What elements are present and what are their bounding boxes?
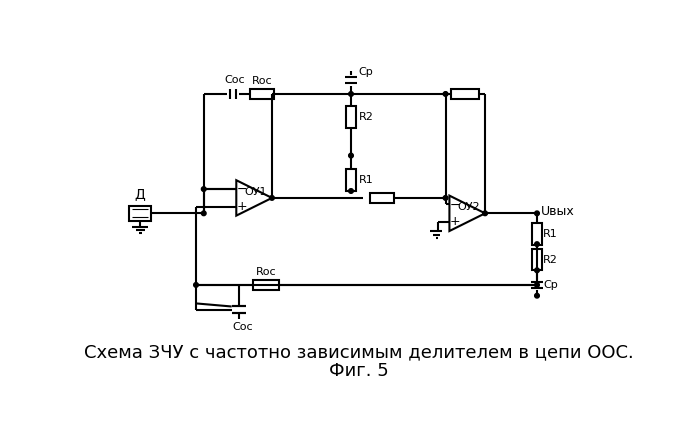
Bar xyxy=(346,106,356,128)
Circle shape xyxy=(443,196,448,200)
Text: −: − xyxy=(237,183,247,196)
Text: Схема ЗЧУ с частотно зависимым делителем в цепи ООС.: Схема ЗЧУ с частотно зависимым делителем… xyxy=(84,343,634,361)
Circle shape xyxy=(349,153,354,158)
Circle shape xyxy=(535,242,539,246)
Circle shape xyxy=(202,187,206,191)
Text: ОУ1: ОУ1 xyxy=(244,187,267,197)
Circle shape xyxy=(202,211,206,216)
Circle shape xyxy=(194,283,198,287)
Bar xyxy=(346,169,356,191)
Text: R2: R2 xyxy=(543,255,558,264)
Text: Д: Д xyxy=(135,187,146,201)
Bar xyxy=(253,280,279,290)
Circle shape xyxy=(349,92,354,96)
Circle shape xyxy=(483,211,487,216)
Text: Сос: Сос xyxy=(232,322,253,332)
Bar xyxy=(452,89,480,99)
Text: Rос: Rос xyxy=(256,267,276,277)
Circle shape xyxy=(443,92,448,96)
Text: Фиг. 5: Фиг. 5 xyxy=(329,362,389,380)
Bar xyxy=(533,249,542,270)
Text: −: − xyxy=(449,199,460,212)
Bar xyxy=(130,206,151,221)
Text: +: + xyxy=(237,199,247,213)
Circle shape xyxy=(535,283,539,287)
Text: Сос: Сос xyxy=(225,75,245,85)
Circle shape xyxy=(535,268,539,272)
Text: +: + xyxy=(449,215,460,228)
Text: Ср: Ср xyxy=(543,280,558,290)
Bar xyxy=(251,89,274,99)
Text: R2: R2 xyxy=(358,112,374,122)
Text: R1: R1 xyxy=(358,175,374,185)
Circle shape xyxy=(535,293,539,298)
Text: R1: R1 xyxy=(543,229,558,239)
Circle shape xyxy=(535,211,539,216)
Bar xyxy=(370,193,393,202)
Text: Rос: Rос xyxy=(251,76,272,86)
Text: Ср: Ср xyxy=(358,67,374,78)
Circle shape xyxy=(349,189,354,193)
Bar xyxy=(533,223,542,245)
Circle shape xyxy=(270,196,274,200)
Text: ОУ2: ОУ2 xyxy=(458,202,480,212)
Text: Uвых: Uвых xyxy=(541,205,575,218)
